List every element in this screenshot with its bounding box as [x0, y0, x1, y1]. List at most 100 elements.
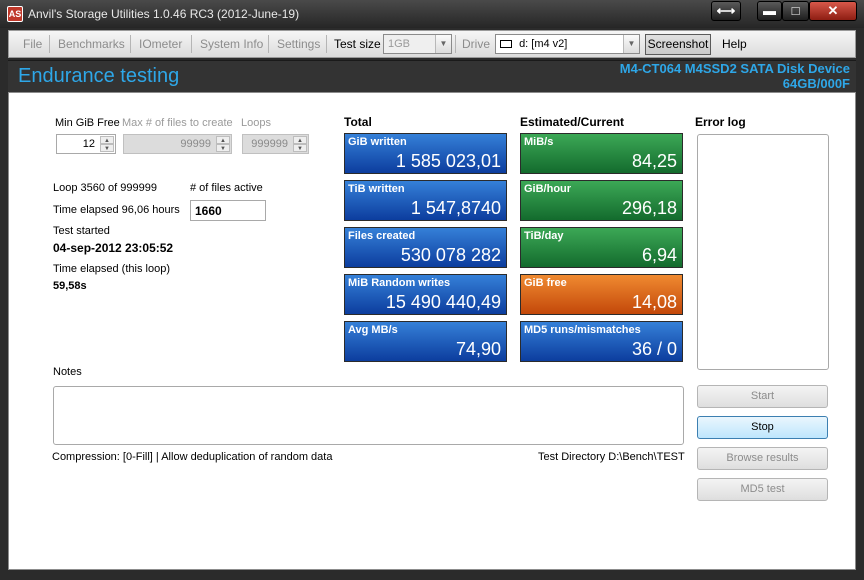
menu-separator: [130, 35, 131, 53]
chevron-down-icon: ▼: [435, 35, 451, 53]
current-heading: Estimated/Current: [520, 115, 625, 129]
menu-benchmarks[interactable]: Benchmarks: [58, 37, 125, 51]
stat-value: 74,90: [455, 339, 501, 359]
screenshot-button[interactable]: Screenshot: [645, 34, 711, 55]
stat-value: 296,18: [621, 198, 677, 218]
stat-tile: GiB free 14,08: [520, 274, 683, 315]
window-title: Anvil's Storage Utilities 1.0.46 RC3 (20…: [28, 7, 300, 21]
menu-iometer[interactable]: IOmeter: [139, 37, 183, 51]
test-started-value: 04-sep-2012 23:05:52: [53, 241, 174, 255]
stat-value: 15 490 440,49: [385, 292, 501, 312]
drive-value: d: [m4 v2]: [519, 38, 568, 50]
stat-label: TiB/day: [524, 230, 564, 242]
stat-label: MiB Random writes: [348, 277, 451, 289]
app-icon: AS: [7, 6, 23, 22]
test-started-label: Test started: [53, 225, 110, 237]
stat-tile: Files created 530 078 282: [344, 227, 507, 268]
stat-value: 14,08: [631, 292, 677, 312]
test-directory: Test Directory D:\Bench\TEST: [538, 451, 685, 463]
minimize-button[interactable]: ▬: [757, 1, 782, 21]
menu-file[interactable]: File: [23, 37, 43, 51]
compression-info: Compression: [0-Fill] | Allow deduplicat…: [52, 451, 333, 463]
maximize-button[interactable]: □: [782, 1, 809, 21]
stat-tile: GiB written 1 585 023,01: [344, 133, 507, 174]
max-files-label: Max # of files to create: [122, 117, 233, 129]
error-log-box[interactable]: [697, 134, 829, 370]
chevron-down-icon: ▼: [623, 35, 639, 53]
stat-label: GiB free: [524, 277, 567, 289]
max-files-value: 99999: [180, 138, 211, 150]
test-size-label: Test size: [334, 37, 381, 51]
files-active-field[interactable]: 1660: [190, 200, 266, 221]
menu-bar: File Benchmarks IOmeter System Info Sett…: [8, 30, 856, 58]
stat-tile: MD5 runs/mismatches 36 / 0: [520, 321, 683, 362]
title-bar: AS Anvil's Storage Utilities 1.0.46 RC3 …: [0, 0, 864, 28]
stat-value: 84,25: [631, 151, 677, 171]
stat-label: TiB written: [348, 183, 405, 195]
arrow-up-icon[interactable]: ▲: [293, 136, 307, 144]
stat-tile: MiB/s 84,25: [520, 133, 683, 174]
min-gib-free-value: 12: [82, 138, 95, 150]
notes-textarea[interactable]: [53, 386, 684, 445]
restore-size-button[interactable]: ⟷: [711, 1, 741, 21]
device-name: M4-CT064 M4SSD2 SATA Disk Device: [619, 61, 850, 76]
arrow-up-icon[interactable]: ▲: [100, 136, 114, 144]
drive-select[interactable]: d: [m4 v2] ▼: [495, 34, 640, 54]
close-button[interactable]: ✕: [809, 1, 857, 21]
arrow-down-icon[interactable]: ▼: [100, 144, 114, 152]
menu-separator: [455, 35, 456, 53]
menu-separator: [326, 35, 327, 53]
stat-tile: TiB/day 6,94: [520, 227, 683, 268]
menu-separator: [49, 35, 50, 53]
browse-results-button[interactable]: Browse results: [697, 447, 828, 470]
stat-label: Avg MB/s: [348, 324, 398, 336]
arrow-down-icon[interactable]: ▼: [293, 144, 307, 152]
error-log-heading: Error log: [695, 115, 746, 129]
time-elapsed: Time elapsed 96,06 hours: [53, 204, 180, 216]
stat-label: GiB written: [348, 136, 407, 148]
stat-tile: TiB written 1 547,8740: [344, 180, 507, 221]
loops-value: 999999: [251, 138, 288, 150]
min-gib-free-label: Min GiB Free: [55, 117, 120, 129]
stat-value: 6,94: [641, 245, 677, 265]
drive-icon: [500, 40, 512, 49]
menu-settings[interactable]: Settings: [277, 37, 321, 51]
min-gib-free-stepper[interactable]: 12 ▲ ▼: [56, 134, 116, 154]
max-files-stepper[interactable]: 99999 ▲ ▼: [123, 134, 232, 154]
arrow-up-icon[interactable]: ▲: [216, 136, 230, 144]
page-title: Endurance testing: [18, 65, 180, 87]
loop-elapsed-label: Time elapsed (this loop): [53, 263, 170, 275]
start-button[interactable]: Start: [697, 385, 828, 408]
stat-value: 530 078 282: [400, 245, 501, 265]
loop-elapsed-value: 59,58s: [53, 280, 87, 292]
notes-label: Notes: [53, 366, 82, 378]
stat-label: GiB/hour: [524, 183, 572, 195]
stat-label: MiB/s: [524, 136, 554, 148]
stat-value: 1 585 023,01: [395, 151, 501, 171]
page-header: Endurance testing M4-CT064 M4SSD2 SATA D…: [8, 60, 856, 92]
menu-system-info[interactable]: System Info: [200, 37, 264, 51]
arrow-down-icon[interactable]: ▼: [216, 144, 230, 152]
total-heading: Total: [344, 115, 372, 129]
stat-tile: MiB Random writes 15 490 440,49: [344, 274, 507, 315]
stat-tile: GiB/hour 296,18: [520, 180, 683, 221]
drive-label: Drive: [462, 37, 491, 51]
stop-button[interactable]: Stop: [697, 416, 828, 439]
stat-value: 1 547,8740: [410, 198, 501, 218]
loops-label: Loops: [241, 117, 271, 129]
device-capacity: 64GB/000F: [782, 76, 850, 91]
stat-label: Files created: [348, 230, 416, 242]
test-size-value: 1GB: [388, 38, 411, 50]
stat-value: 36 / 0: [631, 339, 677, 359]
stat-tile: Avg MB/s 74,90: [344, 321, 507, 362]
stat-label: MD5 runs/mismatches: [524, 324, 641, 336]
test-size-select[interactable]: 1GB ▼: [383, 34, 452, 54]
md5-test-button[interactable]: MD5 test: [697, 478, 828, 501]
menu-separator: [191, 35, 192, 53]
loop-counter: Loop 3560 of 999999: [53, 182, 157, 194]
main-panel: Min GiB Free 12 ▲ ▼ Max # of files to cr…: [8, 92, 856, 570]
files-active-label: # of files active: [190, 182, 263, 194]
loops-stepper[interactable]: 999999 ▲ ▼: [242, 134, 309, 154]
menu-help[interactable]: Help: [722, 37, 747, 51]
menu-separator: [268, 35, 269, 53]
